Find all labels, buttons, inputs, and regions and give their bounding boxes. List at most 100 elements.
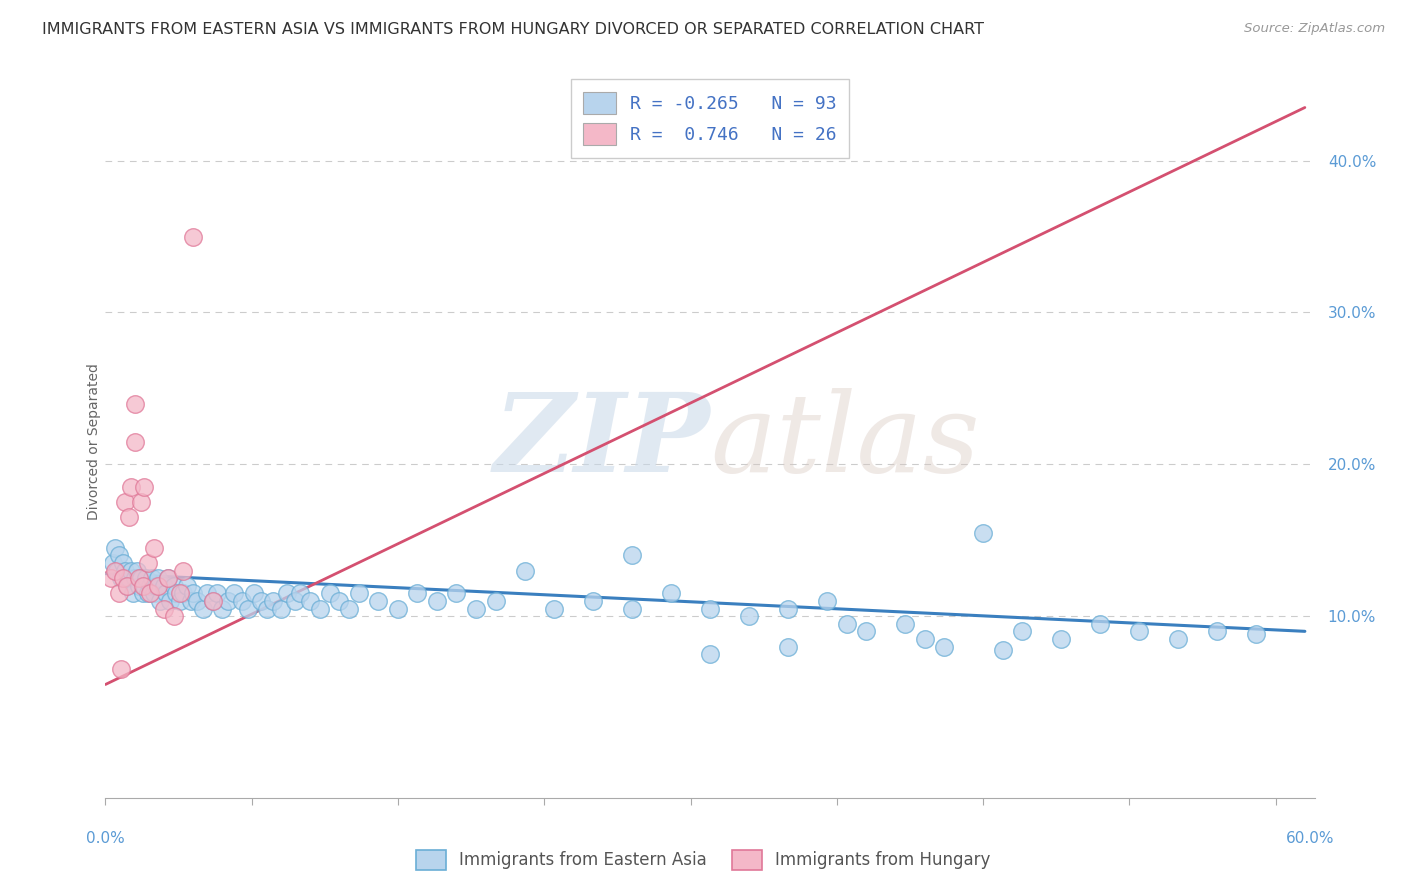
Point xyxy=(169,586,191,600)
Point xyxy=(114,495,136,509)
Point xyxy=(776,640,799,654)
Point xyxy=(120,480,142,494)
Point xyxy=(146,579,169,593)
Point xyxy=(120,564,142,578)
Point xyxy=(153,601,176,615)
Point xyxy=(135,571,157,585)
Point xyxy=(738,609,761,624)
Point xyxy=(121,586,143,600)
Point xyxy=(406,586,429,600)
Point xyxy=(347,586,370,600)
Point xyxy=(118,571,141,585)
Point xyxy=(1128,624,1150,639)
Point xyxy=(141,571,163,585)
Point xyxy=(128,579,150,593)
Point xyxy=(172,564,194,578)
Point xyxy=(110,571,132,585)
Point xyxy=(114,564,136,578)
Point xyxy=(543,601,565,615)
Point xyxy=(138,556,160,570)
Point xyxy=(125,564,148,578)
Point xyxy=(776,601,799,615)
Point xyxy=(138,586,160,600)
Text: 60.0%: 60.0% xyxy=(1286,831,1334,846)
Point xyxy=(156,571,179,585)
Point xyxy=(250,594,273,608)
Text: 0.0%: 0.0% xyxy=(86,831,125,846)
Point xyxy=(387,601,409,615)
Point xyxy=(159,594,181,608)
Point xyxy=(290,586,312,600)
Point xyxy=(145,579,167,593)
Point xyxy=(115,579,138,593)
Point xyxy=(426,594,449,608)
Point xyxy=(149,594,172,608)
Point xyxy=(108,549,131,563)
Point xyxy=(176,579,198,593)
Y-axis label: Divorced or Separated: Divorced or Separated xyxy=(87,363,101,520)
Point xyxy=(143,541,166,555)
Point xyxy=(621,601,644,615)
Point xyxy=(201,594,224,608)
Point xyxy=(111,571,134,585)
Point xyxy=(100,571,122,585)
Point xyxy=(146,571,169,585)
Point xyxy=(163,609,186,624)
Point xyxy=(143,586,166,600)
Point xyxy=(699,601,721,615)
Point xyxy=(991,642,1014,657)
Point xyxy=(195,586,218,600)
Point xyxy=(914,632,936,646)
Point xyxy=(835,616,858,631)
Point xyxy=(972,525,994,540)
Point xyxy=(191,601,214,615)
Point xyxy=(118,510,141,524)
Point xyxy=(256,601,278,615)
Point xyxy=(124,571,146,585)
Point xyxy=(1050,632,1073,646)
Point xyxy=(186,594,208,608)
Point xyxy=(621,549,644,563)
Point xyxy=(855,624,877,639)
Point xyxy=(181,229,204,244)
Point xyxy=(932,640,955,654)
Point xyxy=(131,586,153,600)
Point xyxy=(172,586,194,600)
Point xyxy=(110,662,132,676)
Point xyxy=(262,594,284,608)
Point xyxy=(163,579,186,593)
Point xyxy=(155,586,177,600)
Point xyxy=(1011,624,1033,639)
Point xyxy=(284,594,307,608)
Point xyxy=(217,594,239,608)
Point xyxy=(108,586,131,600)
Point xyxy=(201,594,224,608)
Point xyxy=(224,586,246,600)
Point xyxy=(180,594,202,608)
Text: IMMIGRANTS FROM EASTERN ASIA VS IMMIGRANTS FROM HUNGARY DIVORCED OR SEPARATED CO: IMMIGRANTS FROM EASTERN ASIA VS IMMIGRAN… xyxy=(42,22,984,37)
Point xyxy=(446,586,468,600)
Point xyxy=(484,594,506,608)
Point xyxy=(242,586,264,600)
Point xyxy=(582,594,605,608)
Legend: Immigrants from Eastern Asia, Immigrants from Hungary: Immigrants from Eastern Asia, Immigrants… xyxy=(409,843,997,877)
Point xyxy=(105,564,128,578)
Point xyxy=(134,579,156,593)
Point xyxy=(169,594,191,608)
Point xyxy=(115,579,138,593)
Point xyxy=(1167,632,1189,646)
Point xyxy=(894,616,917,631)
Point xyxy=(236,601,259,615)
Point xyxy=(309,601,332,615)
Point xyxy=(270,601,292,615)
Point xyxy=(513,564,536,578)
Point xyxy=(1244,627,1267,641)
Point xyxy=(153,579,176,593)
Text: Source: ZipAtlas.com: Source: ZipAtlas.com xyxy=(1244,22,1385,36)
Point xyxy=(367,594,389,608)
Point xyxy=(131,579,153,593)
Text: ZIP: ZIP xyxy=(494,388,710,495)
Point xyxy=(815,594,838,608)
Point xyxy=(129,571,152,585)
Point xyxy=(299,594,322,608)
